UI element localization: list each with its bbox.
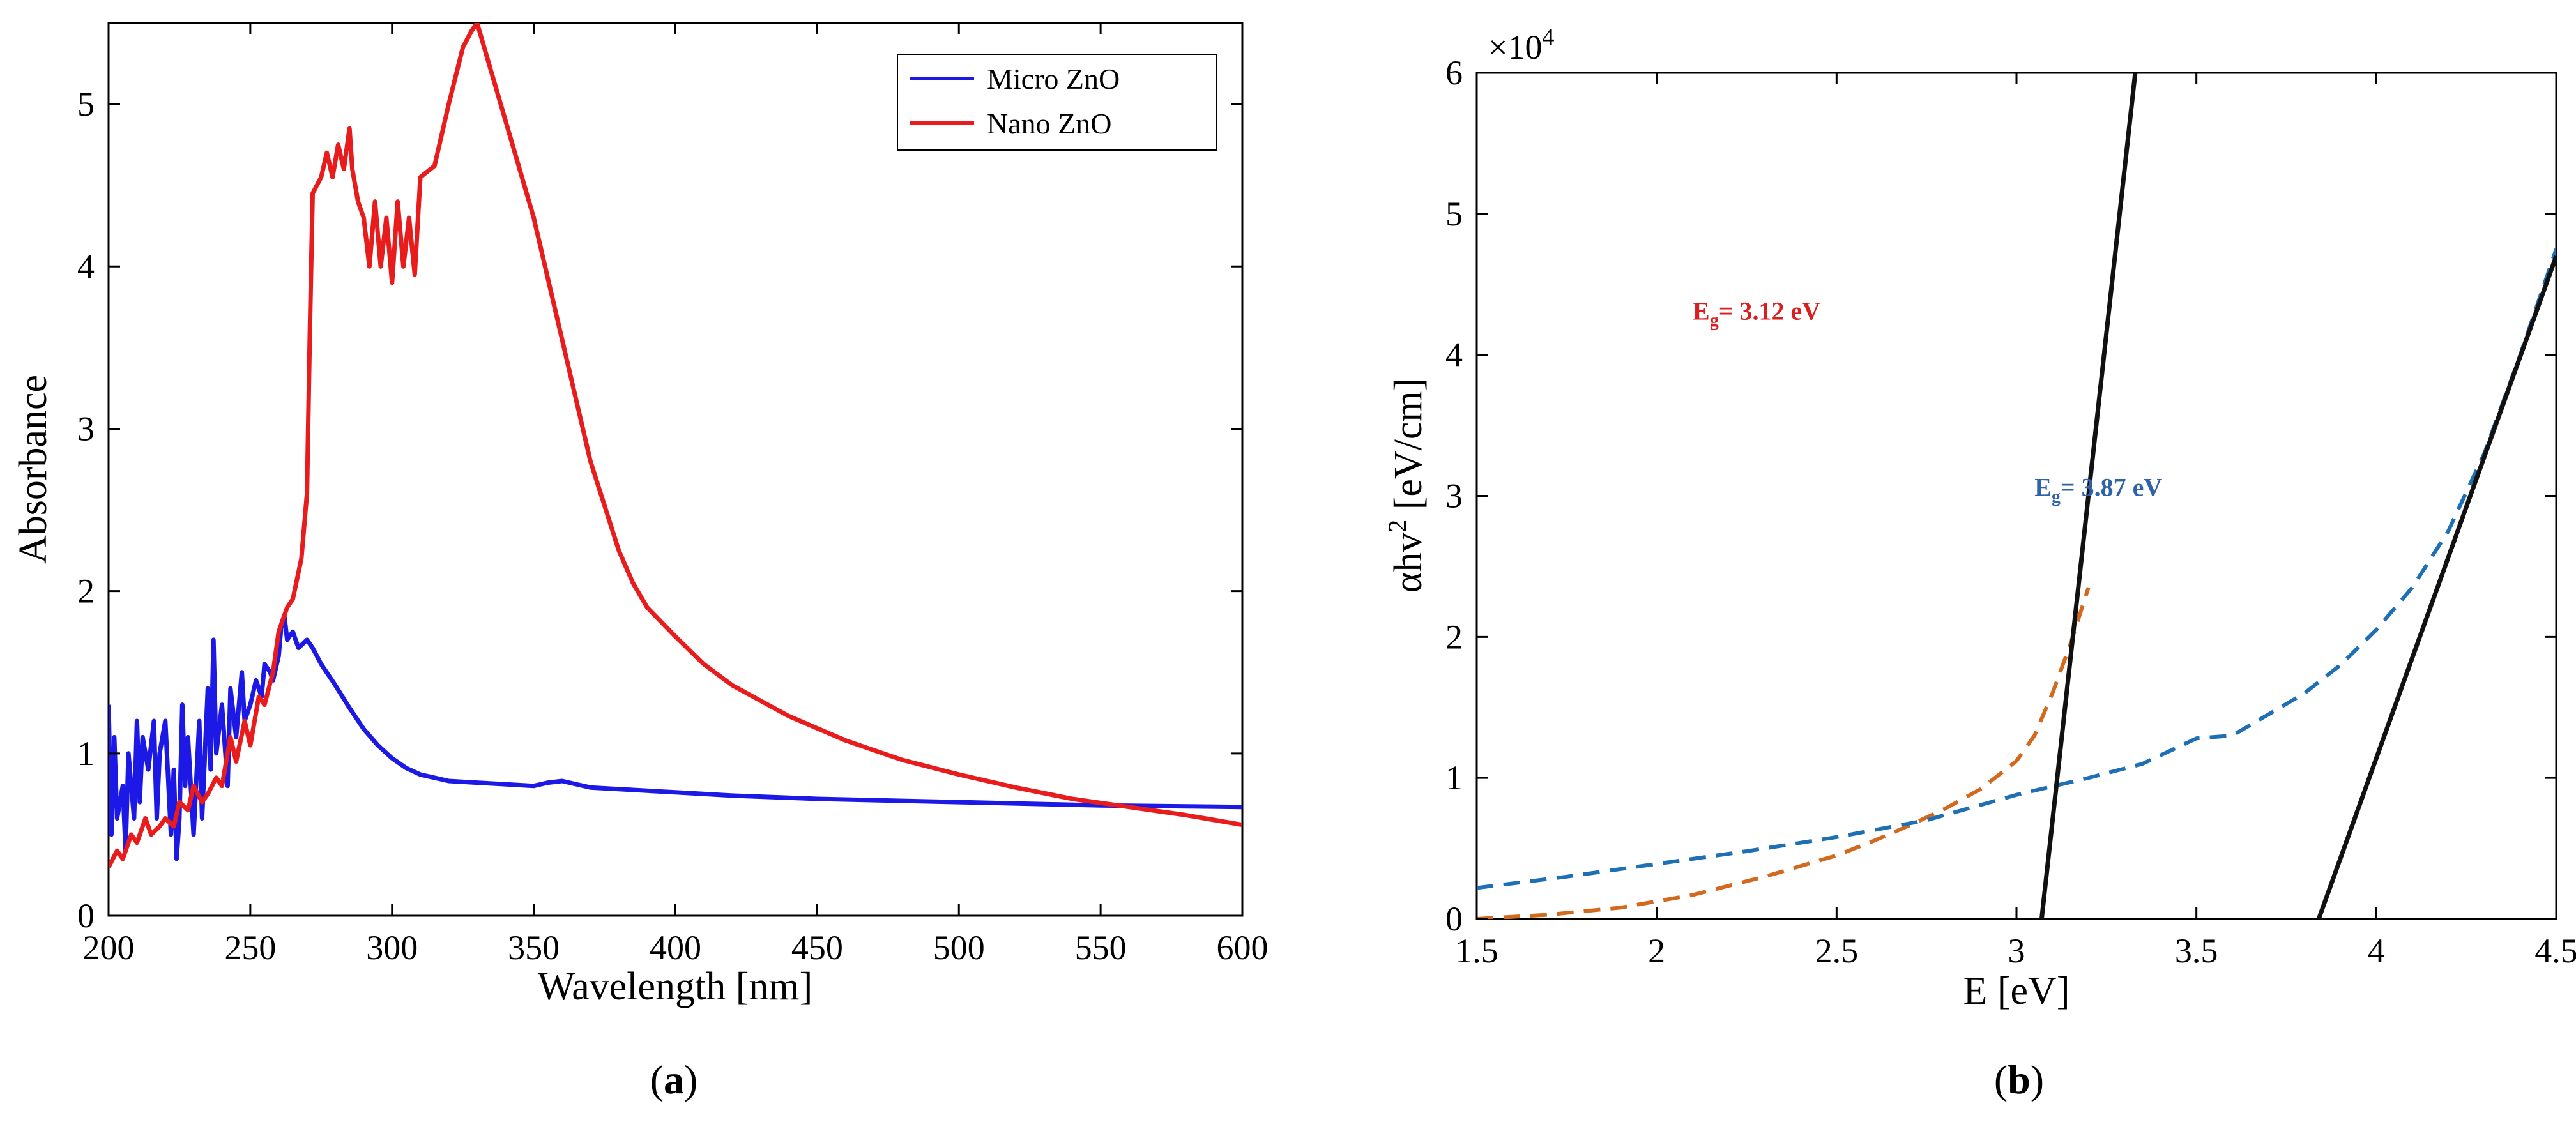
chart-a-ytick-label: 2 xyxy=(77,572,95,610)
chart-b-xtick-label: 2 xyxy=(1648,932,1665,970)
chart-a-xtick-label: 450 xyxy=(791,929,843,967)
chart-b-series-eg-3-12-ev-curve xyxy=(1477,587,2091,919)
chart-a-ticks: 200 250 300 350 400 450 500 550 600 0 1 2 3 4 5 xyxy=(77,23,1269,967)
panel-label-b: (b) xyxy=(1994,1057,2044,1102)
chart-b-ytick-label: 4 xyxy=(1445,336,1463,374)
chart-b-xtick-label: 4.5 xyxy=(2534,932,2576,970)
chart-b-ytick-label: 1 xyxy=(1445,759,1463,797)
chart-a-series-nano-zno xyxy=(109,23,1242,868)
chart-b-xtick-label: 1.5 xyxy=(1455,932,1498,970)
chart-b-series-linear-fit-2 xyxy=(2316,255,2556,919)
panel-label-a: (a) xyxy=(650,1057,698,1102)
chart-a-ytick-label: 1 xyxy=(77,734,95,773)
legend-label-nano: Nano ZnO xyxy=(987,107,1111,140)
chart-a-ytick-label: 3 xyxy=(77,409,95,448)
chart-a-xtick-label: 500 xyxy=(933,929,985,967)
annotation-eg-3-12: Eg= 3.12 eV xyxy=(1693,297,1820,331)
chart-b-ytick-label: 5 xyxy=(1445,195,1463,233)
chart-b-ylabel: αhv2 [eV/cm] xyxy=(1383,378,1430,593)
chart-b-plot-area xyxy=(1477,73,2556,919)
chart-a-xtick-label: 400 xyxy=(650,929,701,967)
chart-b-xtick-label: 4 xyxy=(2368,932,2385,970)
chart-a-xtick-label: 600 xyxy=(1217,929,1269,967)
chart-b-ticks: 1.5 2 2.5 3 3.5 4 4.5 0 1 2 3 4 5 6 xyxy=(1445,54,2576,970)
chart-b-ytick-label: 3 xyxy=(1445,477,1463,515)
chart-a-xtick-label: 200 xyxy=(83,929,135,967)
legend-box xyxy=(897,54,1217,151)
annotation-eg-3-87: Eg= 3.87 eV xyxy=(2034,473,2162,507)
chart-absorbance: 200 250 300 350 400 450 500 550 600 0 1 2 3 4 5 Wavele… xyxy=(11,22,1269,1102)
chart-a-ytick-label: 0 xyxy=(77,897,95,935)
chart-b-ytick-label: 2 xyxy=(1445,618,1463,656)
chart-b-series-linear-fit-1 xyxy=(2039,73,2138,919)
chart-b-xtick-label: 2.5 xyxy=(1815,932,1859,970)
chart-b-xlabel: E [eV] xyxy=(1963,969,2070,1013)
chart-a-xtick-label: 550 xyxy=(1075,929,1127,967)
chart-a-legend: Micro ZnO Nano ZnO xyxy=(897,54,1217,151)
chart-b-series-eg-3-87-ev-curve xyxy=(1477,248,2556,890)
chart-a-ylabel: Absorbance xyxy=(11,375,55,564)
chart-a-xtick-label: 250 xyxy=(224,929,276,967)
chart-a-xtick-label: 350 xyxy=(508,929,560,967)
chart-a-ytick-label: 5 xyxy=(77,85,95,123)
legend-label-micro: Micro ZnO xyxy=(987,63,1120,95)
chart-a-plot-area xyxy=(109,23,1242,868)
chart-b-xtick-label: 3.5 xyxy=(2175,932,2218,970)
chart-b-exponent: ×104 xyxy=(1488,24,1554,66)
chart-a-series-micro-zno xyxy=(109,613,1242,861)
chart-a-xtick-label: 300 xyxy=(366,929,418,967)
chart-b-ytick-label: 6 xyxy=(1445,54,1463,92)
chart-b-xtick-label: 3 xyxy=(2008,932,2025,970)
chart-a-xlabel: Wavelength [nm] xyxy=(538,965,813,1008)
chart-a-ytick-label: 4 xyxy=(77,247,95,285)
chart-tauc: 1.5 2 2.5 3 3.5 4 4.5 0 1 2 3 4 5 6 ×104 E [eV] αhv2 … xyxy=(1383,24,2576,1102)
chart-b-ytick-label: 0 xyxy=(1445,900,1463,938)
